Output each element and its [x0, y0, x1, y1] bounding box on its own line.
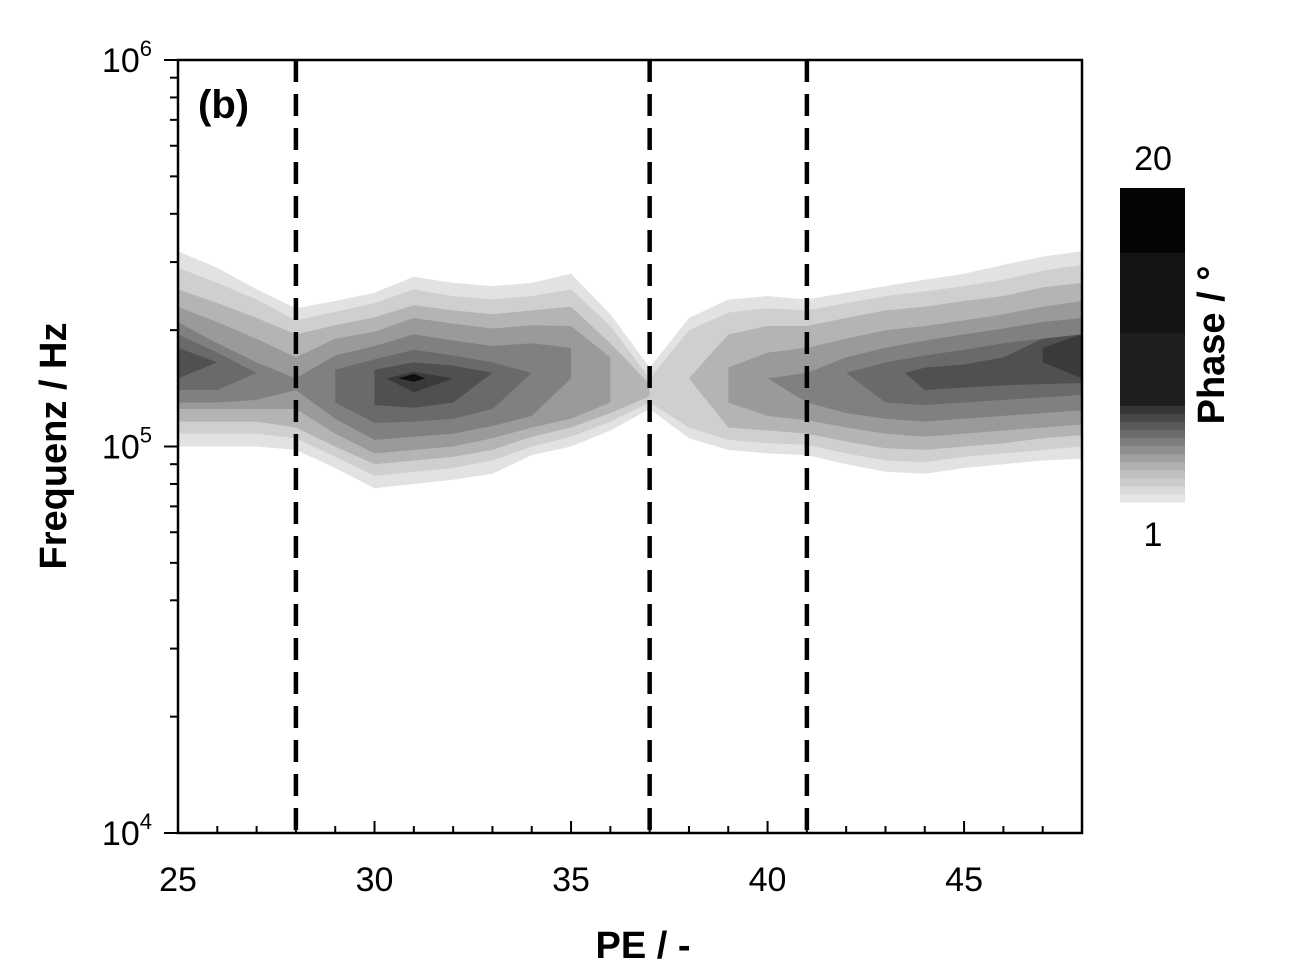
contour-level-14-region-0	[386, 371, 454, 393]
colorbar-band	[1120, 252, 1185, 334]
colorbar-band	[1120, 493, 1185, 503]
contour-level-9-region-0	[178, 334, 257, 390]
contour-level-11-region-0	[178, 347, 218, 379]
contour-level-18-region-0	[398, 374, 426, 382]
colorbar	[1120, 188, 1185, 503]
y-tick-label: 105	[102, 423, 152, 467]
vertical-dashed-lines	[293, 60, 810, 833]
y-tick-label: 104	[102, 809, 152, 853]
y-axis-ticks: 104 105 106	[102, 36, 178, 853]
x-tick-label: 30	[356, 861, 394, 899]
y-tick-label: 106	[102, 36, 152, 80]
contour-level-11-region-2	[905, 334, 1082, 390]
contour-fills	[178, 251, 1082, 489]
contour-level-14-region-1	[1042, 334, 1082, 379]
x-tick-label: 40	[749, 861, 787, 899]
colorbar-band	[1120, 477, 1185, 487]
colorbar-band	[1120, 445, 1185, 455]
y-axis-title: Frequenz / Hz	[33, 322, 75, 569]
x-axis-title: PE / -	[595, 925, 690, 967]
colorbar-band	[1120, 485, 1185, 495]
colorbar-max-label: 20	[1134, 140, 1172, 178]
colorbar-band	[1120, 421, 1185, 431]
colorbar-band	[1120, 461, 1185, 471]
colorbar-band	[1120, 469, 1185, 479]
x-tick-label: 35	[552, 861, 590, 899]
x-tick-label: 45	[945, 861, 983, 899]
colorbar-title: Phase / °	[1191, 266, 1233, 425]
colorbar-band	[1120, 429, 1185, 439]
x-axis-ticks: 25 30 35 40 45	[159, 821, 1083, 899]
colorbar-band	[1120, 453, 1185, 463]
colorbar-band	[1120, 437, 1185, 447]
colorbar-band	[1120, 332, 1185, 406]
colorbar-min-label: 1	[1144, 516, 1163, 554]
colorbar-band	[1120, 413, 1185, 422]
colorbar-band	[1120, 188, 1185, 253]
panel-label: (b)	[198, 83, 249, 127]
x-tick-label: 25	[159, 861, 197, 899]
colorbar-band	[1120, 405, 1185, 414]
